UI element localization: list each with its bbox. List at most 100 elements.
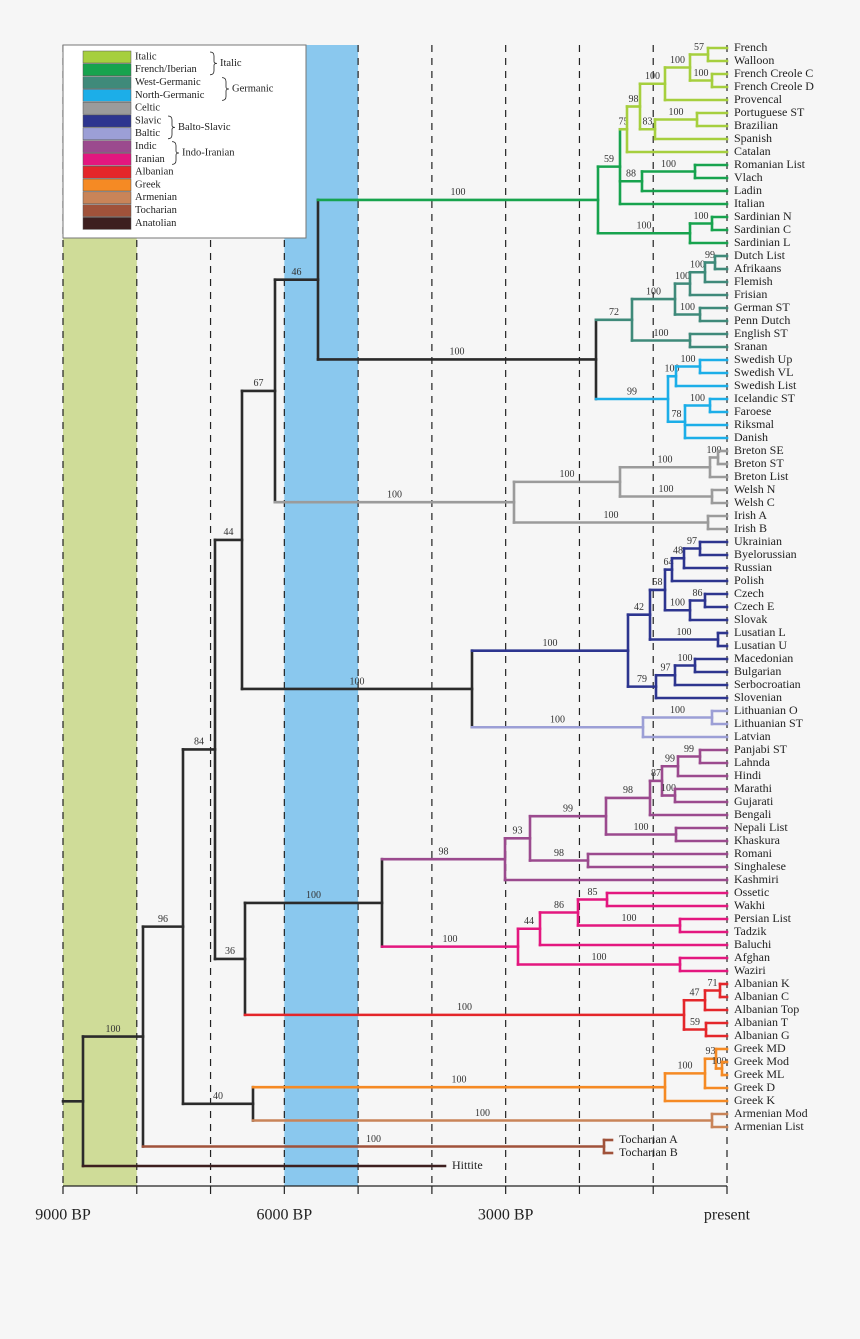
legend-swatch — [82, 140, 132, 153]
leaf-label: English ST — [734, 326, 788, 340]
leaf-label: Latvian — [734, 729, 771, 743]
leaf-label: Italian — [734, 196, 765, 210]
leaf-label: German ST — [734, 300, 790, 314]
support-value: 100 — [550, 715, 565, 726]
leaf-label: Swedish Up — [734, 352, 792, 366]
support-value: 100 — [543, 638, 558, 649]
leaf-label: Welsh N — [734, 482, 776, 496]
leaf-label: Walloon — [734, 53, 774, 67]
leaf-label: Armenian Mod — [734, 1106, 808, 1120]
support-value: 86 — [693, 588, 703, 599]
support-value: 100 — [387, 489, 402, 500]
support-value: 59 — [690, 1017, 700, 1028]
leaf-label: Albanian K — [734, 976, 790, 990]
support-value: 44 — [224, 527, 234, 538]
leaf-label: Kashmiri — [734, 872, 779, 886]
support-value: 57 — [694, 42, 704, 53]
support-value: 100 — [634, 822, 649, 833]
support-value: 100 — [675, 271, 690, 282]
leaf-label: Albanian Top — [734, 1002, 799, 1016]
legend-label: Celtic — [135, 103, 160, 114]
support-value: 100 — [665, 364, 680, 375]
leaf-label: Tocharian A — [619, 1132, 678, 1146]
support-value: 71 — [708, 978, 718, 989]
legend-swatch — [82, 191, 132, 205]
leaf-label: Slovenian — [734, 690, 782, 704]
leaf-label: Swedish VL — [734, 365, 793, 379]
support-value: 47 — [690, 988, 700, 999]
support-value: 67 — [254, 378, 264, 389]
support-value: 100 — [604, 510, 619, 521]
leaf-label: Macedonian — [734, 651, 793, 665]
leaf-label: Catalan — [734, 144, 771, 158]
support-value: 100 — [646, 286, 661, 297]
leaf-label: Lithuanian ST — [734, 716, 804, 730]
legend-label: Baltic — [135, 128, 160, 139]
leaf-label: Bengali — [734, 807, 772, 821]
support-value: 93 — [513, 826, 523, 837]
legend-label: Italic — [135, 51, 157, 62]
support-value: 100 — [450, 347, 465, 358]
leaf-label: Sardinian N — [734, 209, 792, 223]
support-value: 99 — [563, 804, 573, 815]
support-value: 88 — [626, 169, 636, 180]
leaf-label: Khaskura — [734, 833, 781, 847]
support-value: 100 — [592, 952, 607, 963]
leaf-label: Waziri — [734, 963, 766, 977]
leaf-label: Portuguese ST — [734, 105, 805, 119]
leaf-label: Albanian T — [734, 1015, 789, 1029]
support-value: 42 — [634, 602, 644, 613]
legend-group-label: Balto-Slavic — [178, 122, 231, 133]
support-value: 100 — [690, 260, 705, 271]
leaf-label: Greek K — [734, 1093, 775, 1107]
leaf-label: Greek MD — [734, 1041, 786, 1055]
leaf-label: Swedish List — [734, 378, 797, 392]
support-value: 100 — [457, 1002, 472, 1013]
leaf-label: Spanish — [734, 131, 772, 145]
leaf-label: Afghan — [734, 950, 770, 964]
support-value: 100 — [707, 445, 722, 456]
leaf-label: Greek Mod — [734, 1054, 789, 1068]
legend-swatch — [82, 76, 132, 89]
legend-swatch — [82, 204, 132, 217]
support-value: 97 — [687, 536, 697, 547]
support-value: 99 — [705, 250, 715, 261]
support-value: 99 — [665, 754, 675, 765]
support-value: 99 — [627, 386, 637, 397]
legend-label: Slavic — [135, 115, 162, 126]
support-value: 84 — [194, 737, 204, 748]
leaf-label: Sranan — [734, 339, 767, 353]
leaf-label: Serbocroatian — [734, 677, 801, 691]
leaf-label: Lithuanian O — [734, 703, 798, 717]
support-value: 100 — [637, 221, 652, 232]
support-value: 100 — [661, 783, 676, 794]
leaf-label: Brazilian — [734, 118, 778, 132]
leaf-label: Russian — [734, 560, 772, 574]
leaf-label: Provencal — [734, 92, 783, 106]
legend-brace — [209, 51, 218, 76]
legend-swatch — [82, 153, 132, 166]
leaf-label: Wakhi — [734, 898, 766, 912]
support-value: 79 — [637, 674, 647, 685]
leaf-label: Lusatian L — [734, 625, 786, 639]
leaf-label: Ukrainian — [734, 534, 782, 548]
support-value: 100 — [350, 676, 365, 687]
leaf-label: Irish A — [734, 508, 767, 522]
legend-group-label: Italic — [220, 58, 242, 69]
legend-brace — [221, 77, 230, 101]
leaf-label: Ossetic — [734, 885, 769, 899]
leaf-label: Czech E — [734, 599, 774, 613]
support-value: 100 — [680, 302, 695, 313]
support-value: 100 — [670, 705, 685, 716]
support-value: 72 — [609, 307, 619, 318]
support-value: 44 — [524, 916, 534, 927]
tick-label: 9000 BP — [35, 1207, 91, 1224]
leaf-label: Slovak — [734, 612, 767, 626]
support-value: 98 — [439, 846, 449, 857]
leaf-label: Greek ML — [734, 1067, 784, 1081]
support-value: 75 — [619, 117, 629, 128]
legend-swatch — [82, 217, 132, 230]
legend: Italic French/Iberian West-Germanic North-G… — [62, 44, 307, 239]
leaf-label: Albanian G — [734, 1028, 790, 1042]
